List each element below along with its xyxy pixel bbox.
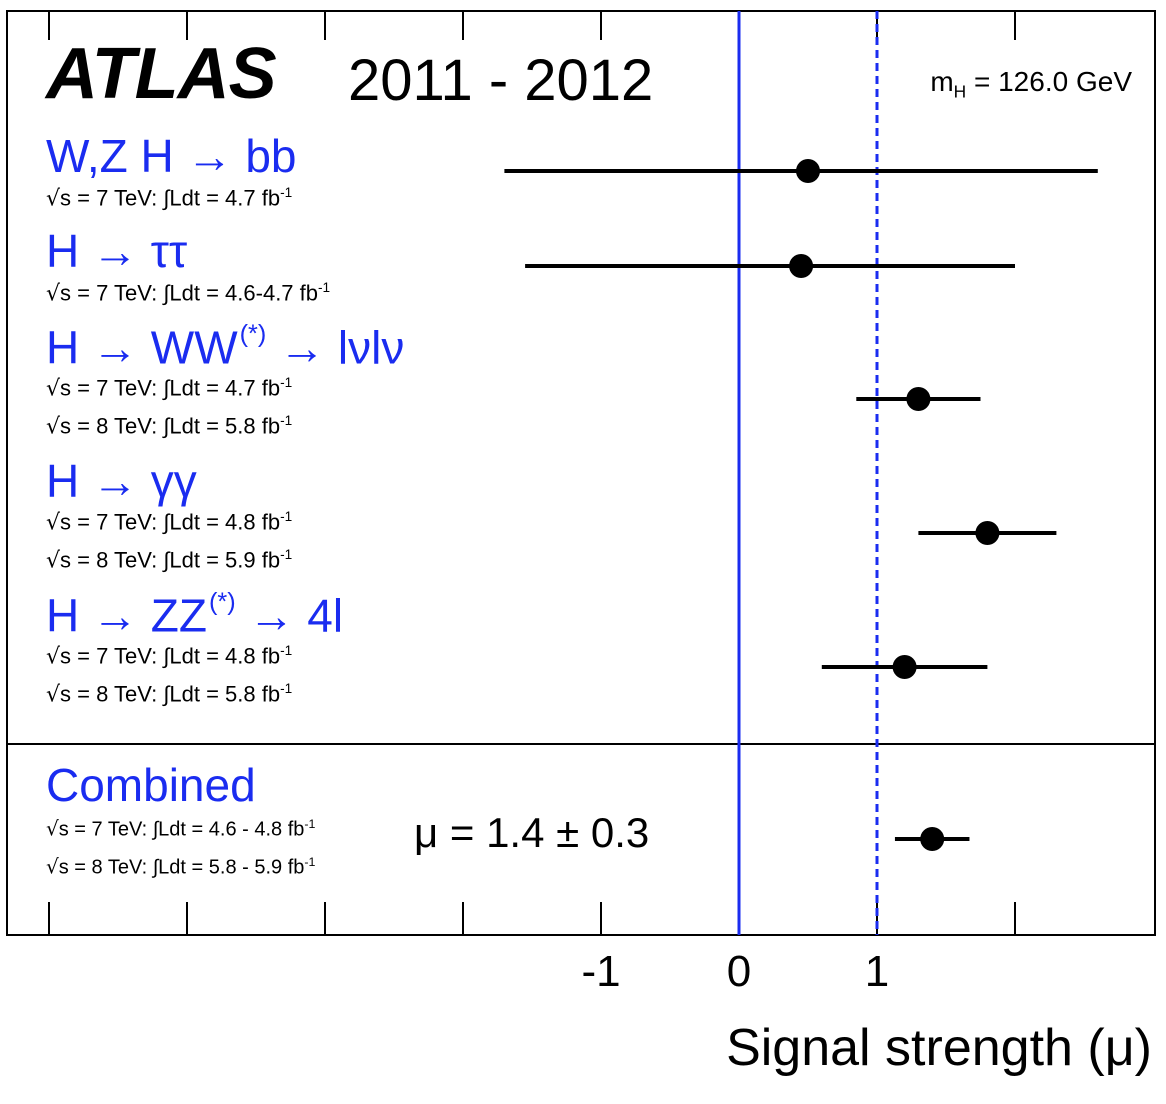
luminosity-label: √s = 8 TeV: ∫Ldt = 5.8 - 5.9 fb-1 xyxy=(46,854,316,879)
data-point xyxy=(906,387,931,411)
luminosity-label: √s = 8 TeV: ∫Ldt = 5.9 fb-1 xyxy=(46,547,293,574)
higgs-mass-label: mH = 126.0 GeV xyxy=(930,66,1132,102)
reference-lines xyxy=(737,11,879,935)
data-point xyxy=(920,827,945,851)
data-marks xyxy=(504,159,1098,851)
channel-label: H → γγ xyxy=(46,455,197,507)
luminosity-label: √s = 7 TeV: ∫Ldt = 4.8 fb-1 xyxy=(46,643,293,670)
experiment-logo: ATLAS xyxy=(46,34,277,114)
x-axis-label: Signal strength (μ) xyxy=(726,1019,1152,1077)
luminosity-label: √s = 8 TeV: ∫Ldt = 5.8 fb-1 xyxy=(46,681,293,708)
luminosity-label: √s = 7 TeV: ∫Ldt = 4.6 - 4.8 fb-1 xyxy=(46,816,316,841)
luminosity-label: √s = 7 TeV: ∫Ldt = 4.7 fb-1 xyxy=(46,375,293,402)
luminosity-label: √s = 8 TeV: ∫Ldt = 5.8 fb-1 xyxy=(46,413,293,440)
x-tick-label: -1 xyxy=(581,947,621,996)
luminosity-label: √s = 7 TeV: ∫Ldt = 4.7 fb-1 xyxy=(46,185,293,212)
combined-result: μ = 1.4 ± 0.3 xyxy=(414,809,650,856)
channel-label: H → ZZ(*) → 4l xyxy=(46,588,344,642)
data-point xyxy=(789,254,814,278)
data-point xyxy=(892,655,917,679)
channel-label: Combined xyxy=(46,759,256,811)
luminosity-label: √s = 7 TeV: ∫Ldt = 4.6-4.7 fb-1 xyxy=(46,280,331,307)
x-tick-label: 0 xyxy=(726,947,752,996)
data-point xyxy=(975,521,1000,545)
channel-label: H → ττ xyxy=(46,225,188,277)
x-tick-label: 1 xyxy=(864,947,890,996)
channel-label: H → WW(*) → lνlν xyxy=(46,320,405,374)
channel-label: W,Z H → bb xyxy=(46,130,297,182)
luminosity-label: √s = 7 TeV: ∫Ldt = 4.8 fb-1 xyxy=(46,509,293,536)
plot-frame xyxy=(6,10,1156,936)
data-point xyxy=(796,159,820,183)
data-years: 2011 - 2012 xyxy=(348,48,654,113)
